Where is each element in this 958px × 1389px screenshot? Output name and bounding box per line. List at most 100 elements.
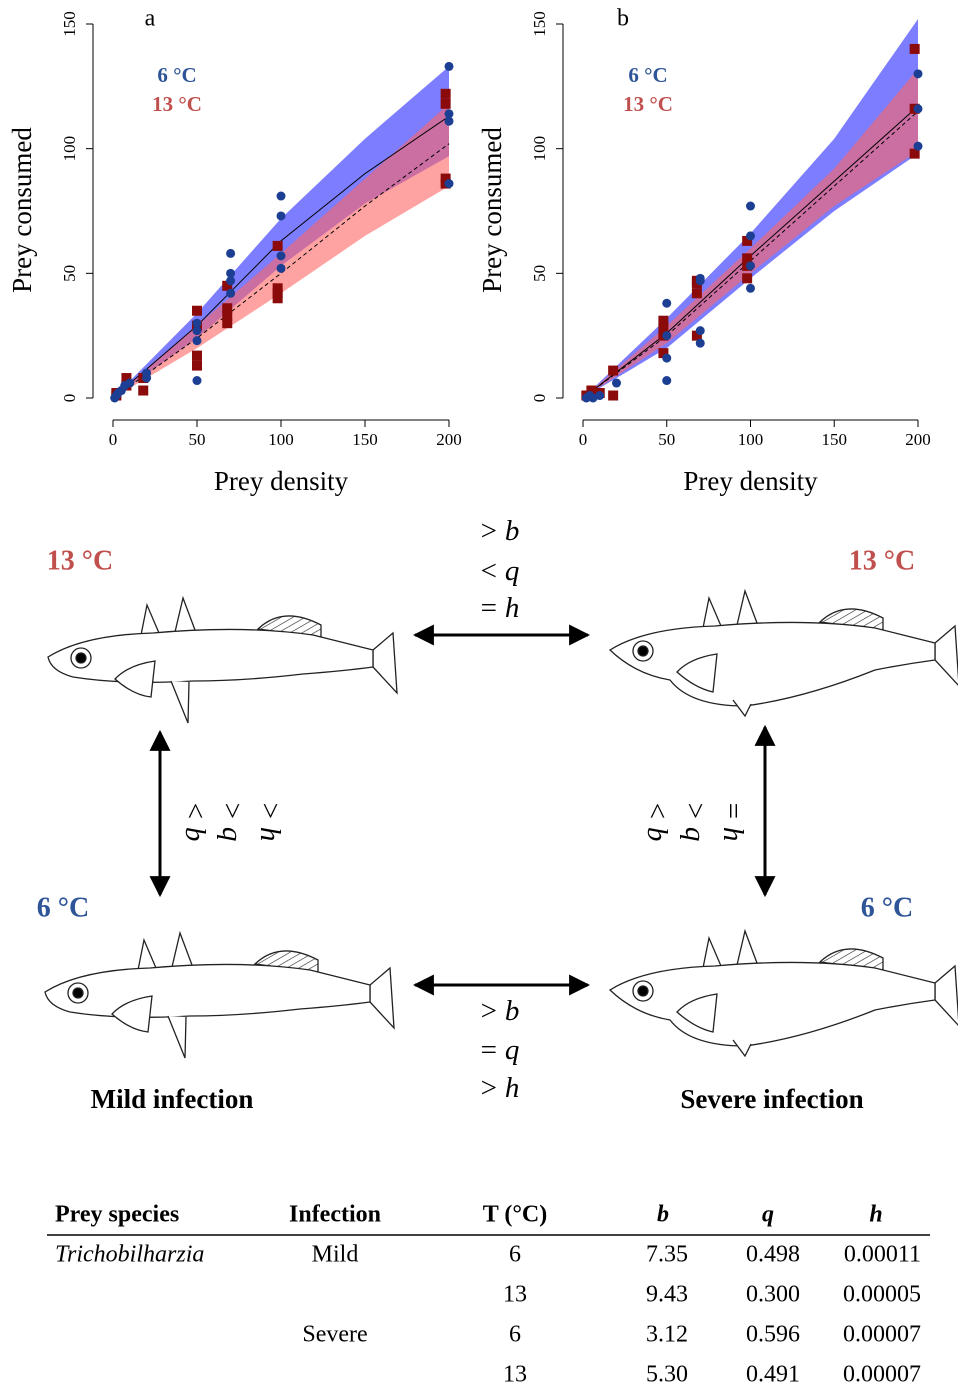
point [276, 263, 286, 273]
operator: < [481, 555, 497, 587]
comparison: <b [641, 803, 673, 842]
point [222, 280, 233, 291]
operator: = [481, 592, 497, 624]
point [913, 69, 923, 79]
point [226, 268, 236, 278]
temperature-label: 13 °C [849, 545, 915, 576]
temperature-label: 13 °C [47, 545, 113, 576]
point [595, 391, 605, 401]
x-tick-label: 50 [189, 430, 206, 449]
point [909, 43, 920, 54]
table-cell: 5.30 [646, 1362, 688, 1388]
x-tick-label: 200 [436, 430, 462, 449]
point [691, 288, 702, 299]
y-tick-label: 150 [60, 11, 79, 37]
x-tick-label: 200 [905, 430, 931, 449]
table-cell: Trichobilharzia [55, 1242, 204, 1268]
table-header: T (°C) [483, 1202, 548, 1228]
point [909, 148, 920, 159]
comparison: <b [179, 803, 211, 842]
point [746, 231, 755, 241]
parameter: b [505, 995, 520, 1027]
table-cell: 0.00005 [843, 1282, 921, 1308]
table-cell: 0.300 [746, 1282, 800, 1308]
legend-entry: 6 °C [157, 63, 196, 87]
table-cell: Severe [302, 1322, 367, 1348]
table-cell: 13 [503, 1362, 527, 1388]
confidence-band [113, 66, 449, 399]
x-tick-label: 100 [738, 430, 764, 449]
parameter: h [505, 592, 520, 624]
parameter: h [505, 1072, 520, 1104]
point [742, 253, 753, 264]
parameter: h [254, 827, 286, 842]
point [662, 331, 672, 341]
parameter: b [505, 515, 520, 547]
point [742, 273, 753, 284]
comparison: >q [216, 803, 248, 842]
comparison: =h [717, 803, 749, 842]
point [662, 298, 672, 308]
operator: > [481, 995, 497, 1027]
point [138, 385, 149, 396]
legend-entry: 13 °C [623, 92, 673, 116]
fit-line [582, 110, 919, 399]
point [913, 104, 923, 114]
table-header: Infection [289, 1202, 381, 1228]
table-cell: 6 [509, 1322, 521, 1348]
x-tick-label: 0 [109, 430, 118, 449]
operator: = [481, 1034, 497, 1066]
table-header: h [869, 1202, 882, 1228]
point [742, 235, 753, 246]
point [695, 273, 705, 283]
table-cell: 0.00007 [843, 1362, 921, 1388]
table-cell: 3.12 [646, 1322, 688, 1348]
operator: > [481, 515, 497, 547]
x-axis-label: Prey density [214, 466, 349, 496]
point [276, 251, 286, 261]
table-cell: 7.35 [646, 1242, 688, 1268]
operator: > [679, 803, 711, 819]
parameter: q [505, 555, 520, 587]
point [440, 88, 451, 99]
operator: > [481, 1072, 497, 1104]
point [608, 365, 619, 376]
temperature-label: 6 °C [861, 892, 913, 923]
infection-label: Mild infection [91, 1084, 254, 1114]
point [662, 353, 672, 363]
point [226, 276, 236, 286]
point [222, 310, 233, 321]
point [192, 326, 202, 336]
y-tick-label: 100 [530, 136, 549, 162]
point [586, 385, 597, 396]
point [222, 318, 233, 329]
table-cell: 0.00011 [844, 1242, 921, 1268]
point [444, 109, 454, 119]
operator: < [179, 803, 211, 819]
point [691, 330, 702, 341]
panel-label: a [145, 6, 156, 32]
table-cell: 13 [503, 1282, 527, 1308]
operator: > [254, 803, 286, 819]
point [272, 240, 283, 251]
point [608, 390, 619, 401]
parameter: b [179, 827, 211, 842]
point [192, 318, 202, 328]
point [444, 61, 454, 71]
point [913, 141, 923, 151]
x-tick-label: 100 [268, 430, 294, 449]
operator: > [216, 803, 248, 819]
comparison: =h [481, 592, 520, 624]
point [192, 376, 202, 386]
fish-severe [609, 590, 958, 717]
point [695, 326, 705, 336]
y-tick-label: 0 [530, 394, 549, 403]
table-cell: 9.43 [646, 1282, 688, 1308]
y-axis-label: Prey consumed [7, 127, 37, 293]
operator: < [641, 803, 673, 819]
fish-severe [609, 930, 958, 1057]
point [746, 261, 755, 271]
point [658, 348, 669, 359]
point [612, 378, 621, 388]
